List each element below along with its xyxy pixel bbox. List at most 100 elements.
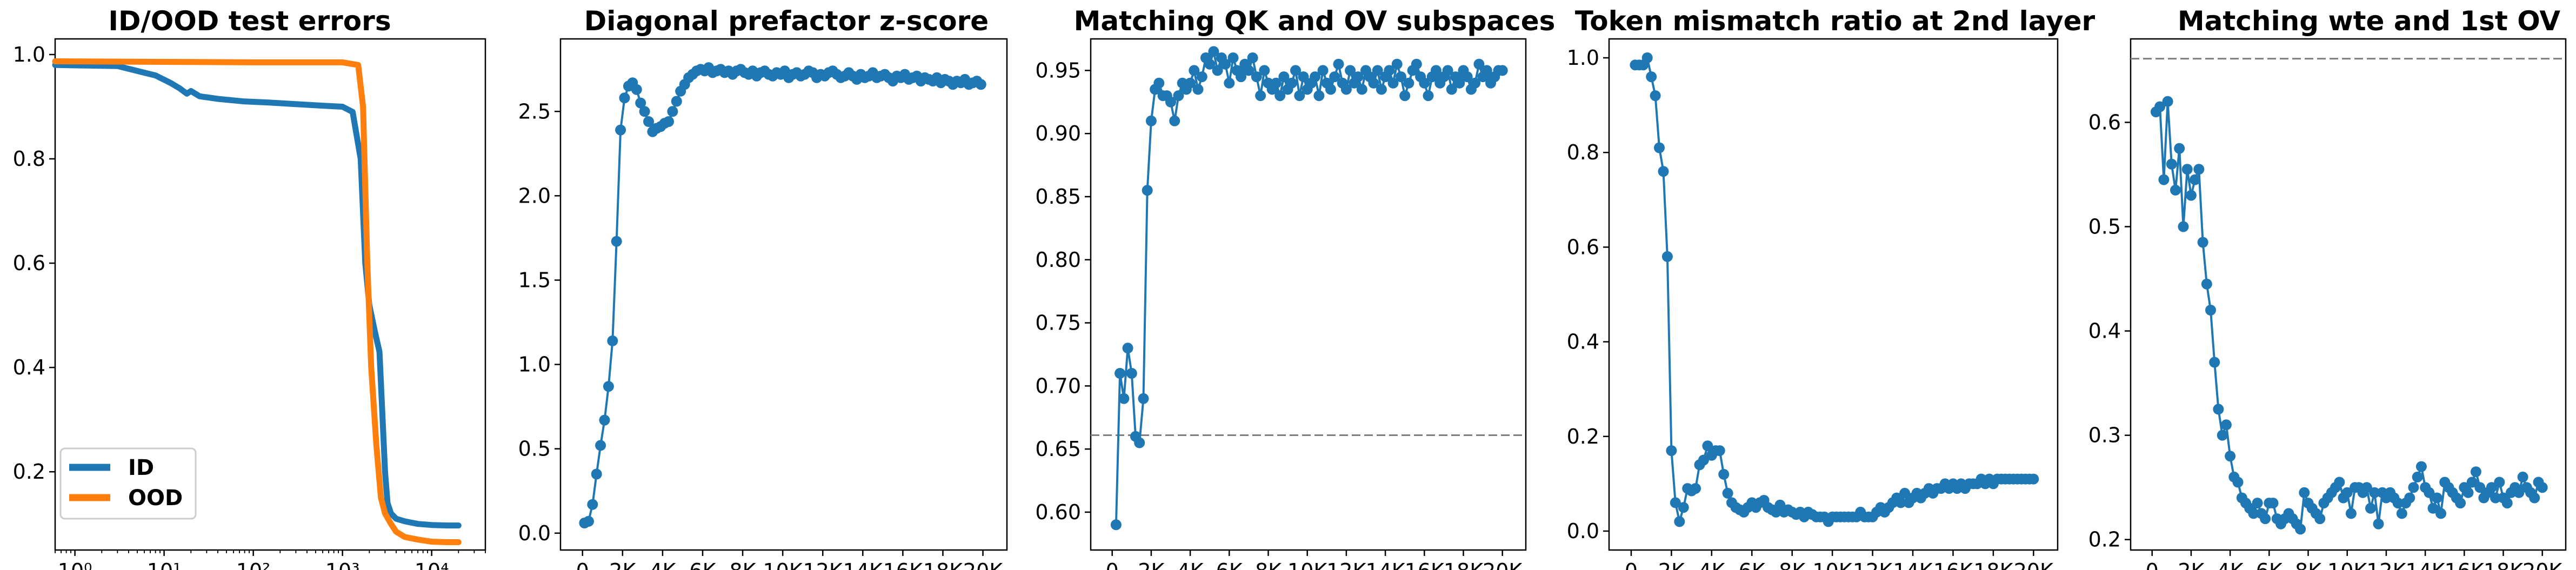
- data-point: [1702, 440, 1713, 452]
- data-point: [1384, 65, 1395, 76]
- data-point: [607, 335, 618, 346]
- axes-frame: [559, 38, 1008, 551]
- data-point: [1718, 468, 1730, 480]
- data-point: [1403, 77, 1414, 89]
- y-tick-label: 0.60: [1035, 500, 1081, 524]
- data-point: [663, 116, 674, 127]
- panel-matching-qk-ov-subspaces: Matching QK and OV subspaces 0.60 0.65 0.7…: [1035, 5, 1555, 570]
- data-point: [1247, 52, 1258, 63]
- y-tick-label: 2.0: [518, 184, 551, 207]
- data-point: [2474, 482, 2486, 493]
- data-point: [1220, 58, 1231, 70]
- data-point: [2166, 158, 2177, 170]
- x-tick-label: 6K: [1739, 559, 1766, 570]
- data-point: [2205, 305, 2216, 316]
- x-tick-label: 0: [2146, 559, 2159, 570]
- panel-title: ID/OOD test errors: [108, 5, 391, 37]
- data-point: [1473, 58, 1485, 70]
- x-axis: 0 2K 4K 6K 8K 10K12K14K16K18K20K: [1106, 550, 1523, 570]
- series-layer: [2150, 96, 2548, 535]
- data-point: [1423, 90, 1434, 102]
- x-tick-label: 2K: [609, 559, 636, 570]
- data-point: [1661, 251, 1673, 262]
- data-point: [2193, 164, 2205, 175]
- data-point: [2466, 477, 2478, 488]
- data-point: [1227, 52, 1239, 63]
- data-point: [1317, 65, 1329, 76]
- y-tick-label: 0.8: [1567, 140, 1599, 164]
- data-point: [1290, 65, 1301, 76]
- data-point: [1251, 71, 1262, 83]
- x-tick-label: 10¹: [147, 559, 182, 570]
- x-axis: 0 2K 4K 6K 8K 10K12K14K16K18K20K: [576, 550, 1003, 570]
- data-point: [2154, 101, 2166, 112]
- data-point: [1714, 445, 1725, 457]
- data-point: [1274, 90, 1286, 102]
- data-point: [1678, 502, 1689, 513]
- data-point: [1173, 90, 1184, 102]
- plot-area: [54, 38, 486, 551]
- series-layer: [52, 58, 462, 545]
- data-point: [1454, 77, 1465, 89]
- data-point: [2197, 237, 2208, 248]
- x-tick-label: 10K: [763, 559, 803, 570]
- data-point: [1329, 71, 1340, 83]
- data-point: [1255, 90, 1266, 102]
- data-point: [1345, 65, 1356, 76]
- x-tick-label: 20K: [963, 559, 1003, 570]
- data-point: [671, 96, 682, 107]
- data-point: [1670, 497, 1681, 508]
- y-tick-label: 0.3: [2088, 424, 2121, 447]
- data-point: [1212, 65, 1223, 76]
- data-point: [1387, 77, 1399, 89]
- data-point: [583, 515, 594, 527]
- data-point: [2341, 487, 2353, 498]
- x-tick-label: 10⁰: [58, 559, 92, 570]
- plot-area: [1608, 38, 2059, 551]
- data-point: [2435, 508, 2446, 519]
- panel-token-mismatch-ratio: Token mismatch ratio at 2nd layer 0.0 0.2…: [1567, 5, 2095, 570]
- data-point: [1396, 71, 1406, 83]
- legend-label-ood: OOD: [128, 486, 183, 511]
- data-point: [2158, 174, 2170, 185]
- y-tick-label: 0.4: [1567, 330, 1599, 354]
- data-point: [611, 236, 622, 247]
- data-point: [2501, 498, 2513, 509]
- x-tick-label: 20K: [2014, 559, 2054, 570]
- x-tick-label: 6K: [2256, 559, 2283, 570]
- series-line-ood: [52, 58, 462, 545]
- y-tick-label: 0.5: [2088, 215, 2121, 239]
- data-point: [1236, 71, 1246, 83]
- data-point: [2513, 487, 2525, 498]
- data-point: [2220, 419, 2232, 431]
- axes-frame: [54, 38, 486, 551]
- y-axis: 0.60 0.65 0.70 0.75 0.80 0.85 0.90 0.95: [1035, 58, 1091, 524]
- data-point: [1259, 65, 1270, 76]
- y-tick-label: 0.95: [1035, 58, 1081, 82]
- y-tick-label: 0.70: [1035, 374, 1081, 398]
- data-point: [1325, 84, 1336, 95]
- y-tick-label: 2.5: [518, 99, 551, 123]
- data-point: [1122, 343, 1133, 354]
- axes-frame: [2130, 38, 2567, 551]
- data-point: [975, 79, 986, 90]
- x-tick-label: 12K: [803, 559, 843, 570]
- data-point: [1497, 65, 1508, 76]
- panel-diagonal-prefactor-z-score: Diagonal prefactor z-score 0.0 0.5 1.0 1.5 2…: [518, 5, 1008, 570]
- x-tick-label: 8K: [1779, 559, 1806, 570]
- x-tick-label: 12K: [2366, 559, 2406, 570]
- data-point: [2517, 471, 2528, 482]
- legend: ID OOD: [59, 447, 197, 520]
- data-point: [2404, 492, 2415, 504]
- data-point: [1895, 497, 1906, 508]
- data-point: [1899, 487, 1911, 499]
- data-point: [1442, 65, 1453, 76]
- data-point: [643, 116, 654, 127]
- data-point: [1286, 77, 1297, 89]
- data-point: [1641, 52, 1653, 63]
- y-tick-label: 0.6: [13, 251, 45, 275]
- x-tick-label: 10³: [325, 559, 360, 570]
- data-point: [599, 414, 610, 426]
- panel-title: Matching QK and OV subspaces: [1074, 5, 1556, 37]
